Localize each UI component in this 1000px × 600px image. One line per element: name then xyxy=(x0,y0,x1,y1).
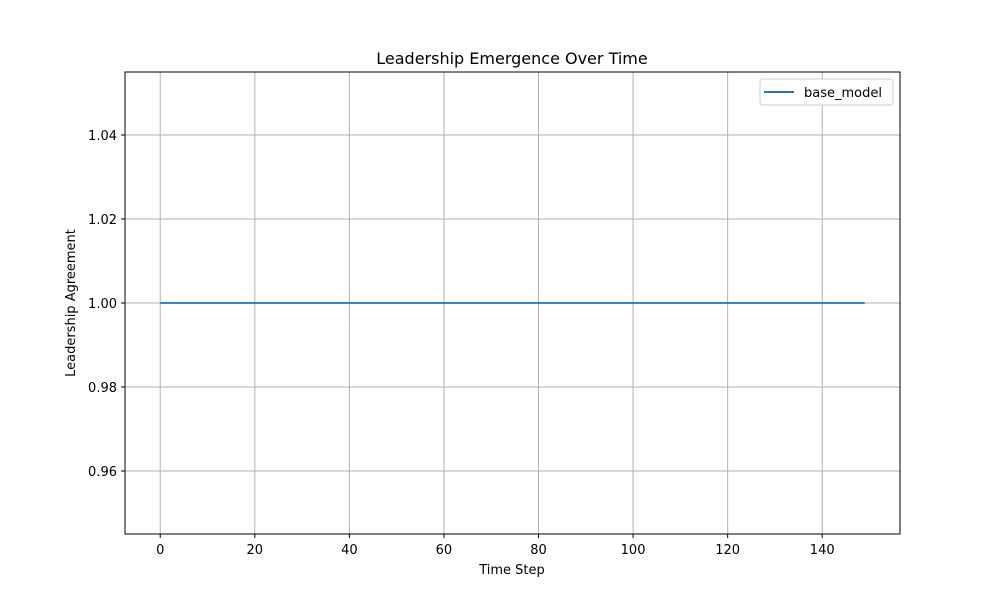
y-axis-label: Leadership Agreement xyxy=(64,229,79,377)
x-tick-label: 100 xyxy=(621,543,646,558)
legend-box xyxy=(759,78,894,106)
y-axis-ticks: 0.96 0.98 1.00 1.02 1.04 xyxy=(88,129,125,480)
x-tick-label: 140 xyxy=(810,543,835,558)
x-tick-label: 120 xyxy=(715,543,740,558)
chart-title: Leadership Emergence Over Time xyxy=(376,49,647,68)
x-tick-label: 40 xyxy=(341,543,358,558)
x-axis-label: Time Step xyxy=(478,563,545,578)
y-tick-label: 1.04 xyxy=(88,129,117,144)
legend: base_model xyxy=(759,78,894,106)
x-tick-label: 80 xyxy=(530,543,547,558)
x-axis-ticks: 0 20 40 60 80 100 120 140 xyxy=(156,534,835,558)
x-tick-label: 60 xyxy=(436,543,453,558)
y-tick-label: 1.02 xyxy=(88,213,117,228)
x-tick-label: 20 xyxy=(247,543,264,558)
y-tick-label: 0.98 xyxy=(88,381,117,396)
x-tick-label: 0 xyxy=(156,543,164,558)
y-tick-label: 1.00 xyxy=(88,297,117,312)
legend-label-base-model: base_model xyxy=(804,86,882,101)
y-tick-label: 0.96 xyxy=(88,465,117,480)
